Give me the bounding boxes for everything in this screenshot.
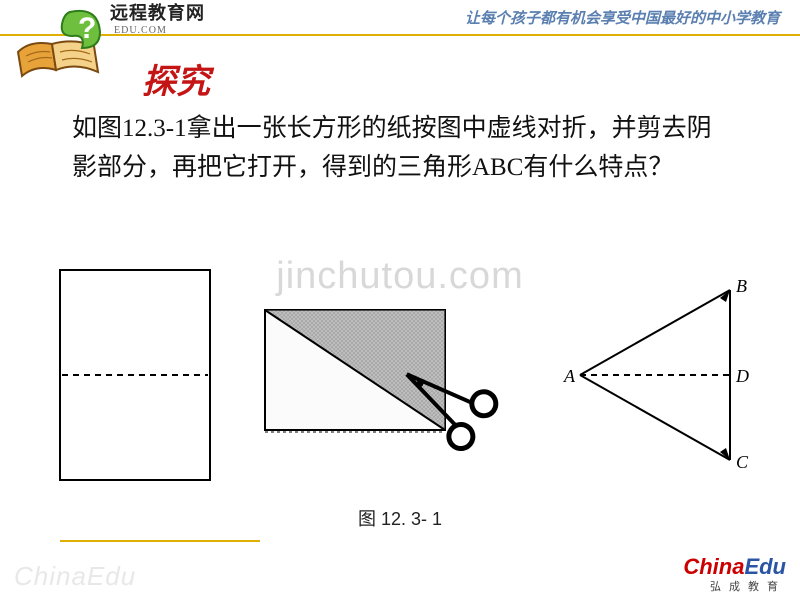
label-B: B	[736, 276, 747, 296]
footer-logo-part2: Edu	[744, 554, 786, 579]
brand-cn: 远程教育网	[110, 3, 205, 23]
brand: 远程教育网 EDU.COM	[110, 0, 205, 36]
footer-logo: ChinaEdu	[683, 554, 786, 580]
label-D: D	[735, 366, 749, 386]
footer-watermark-left: ChinaEdu	[14, 561, 136, 592]
figure-panel-1	[60, 270, 210, 480]
figure-caption: 图 12. 3- 1	[0, 505, 800, 531]
label-C: C	[736, 452, 749, 472]
label-A: A	[563, 366, 576, 386]
body-text: 如图12.3-1拿出一张长方形的纸按图中虚线对折，并剪去阴影部分，再把它打开，得…	[72, 110, 728, 188]
slogan: 让每个孩子都有机会享受中国最好的中小学教育	[465, 7, 780, 28]
book-question-icon: ?	[12, 6, 122, 89]
footer-logo-cn: 弘成教育	[683, 578, 786, 594]
figure-panel-3: A B C D	[563, 276, 749, 472]
footer-logo-part1: China	[683, 554, 744, 579]
brand-en: EDU.COM	[114, 25, 205, 36]
footer-brand-right: ChinaEdu 弘成教育	[683, 554, 786, 594]
section-title: 探究	[142, 54, 210, 103]
accent-line	[60, 540, 260, 542]
svg-text:?: ?	[78, 12, 96, 45]
figure-panel-2	[265, 310, 501, 453]
figure-12-3-1: A B C D	[40, 260, 760, 540]
